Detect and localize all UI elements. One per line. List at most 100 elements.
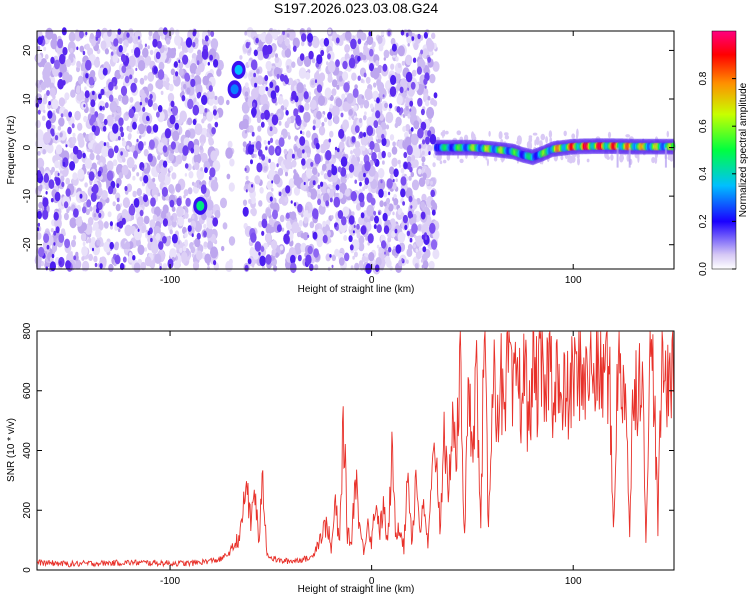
noise-speckle (403, 151, 408, 159)
noise-speckle (167, 172, 171, 177)
noise-speckle (354, 125, 360, 133)
noise-speckle (444, 130, 449, 135)
noise-speckle (348, 116, 352, 121)
noise-speckle (342, 60, 348, 70)
noise-speckle (172, 47, 177, 53)
noise-speckle (288, 29, 296, 41)
noise-speckle (90, 99, 96, 108)
noise-speckle (344, 30, 352, 41)
noise-speckle (42, 197, 49, 208)
noise-speckle (49, 261, 57, 272)
noise-speckle (36, 170, 42, 179)
noise-speckle (382, 160, 385, 165)
noise-speckle (337, 166, 342, 173)
noise-speckle (327, 169, 332, 178)
noise-speckle (257, 50, 265, 61)
y-tick-label: 10 (22, 93, 33, 105)
noise-speckle (245, 41, 250, 49)
noise-speckle (109, 100, 118, 113)
noise-speckle (263, 165, 268, 172)
noise-speckle (362, 186, 366, 191)
snr-y-label: SNR (10 * v/v) (6, 418, 17, 482)
noise-speckle (202, 75, 209, 86)
noise-speckle (367, 233, 374, 244)
noise-speckle (250, 59, 258, 71)
noise-speckle (181, 251, 188, 262)
noise-speckle (37, 109, 41, 115)
noise-speckle (128, 126, 133, 133)
x-tick-label: 100 (565, 275, 582, 286)
y-tick-label: 0 (22, 144, 33, 150)
noise-speckle (213, 260, 217, 266)
noise-speckle (303, 91, 309, 100)
noise-speckle (192, 30, 197, 37)
noise-speckle (279, 214, 285, 223)
noise-speckle (420, 108, 425, 116)
noise-speckle (37, 150, 41, 156)
noise-speckle (208, 137, 214, 146)
noise-speckle (182, 48, 185, 53)
noise-speckle (82, 206, 87, 214)
noise-speckle (185, 37, 193, 48)
spectrogram-x-label: Height of straight line (km) (298, 284, 415, 295)
noise-speckle (423, 32, 428, 39)
noise-speckle (261, 265, 265, 270)
noise-speckle (297, 203, 303, 213)
noise-speckle (152, 183, 157, 189)
noise-speckle (315, 142, 320, 150)
noise-speckle (293, 202, 297, 207)
noise-speckle (442, 130, 444, 139)
noise-speckle (170, 68, 176, 76)
noise-speckle (363, 99, 370, 109)
noise-speckle (244, 264, 249, 272)
noise-speckle (62, 231, 66, 237)
noise-speckle (152, 102, 158, 111)
noise-speckle (120, 131, 125, 138)
noise-speckle (292, 45, 297, 52)
noise-speckle (133, 77, 138, 84)
noise-speckle (607, 131, 612, 139)
noise-speckle (52, 250, 56, 254)
noise-speckle (141, 225, 146, 232)
noise-speckle (214, 121, 219, 128)
noise-speckle (314, 223, 320, 231)
noise-speckle (139, 209, 144, 217)
noise-speckle (261, 154, 266, 161)
noise-speckle (278, 120, 282, 126)
noise-speckle (207, 39, 211, 44)
noise-speckle (196, 232, 201, 240)
noise-speckle (265, 60, 272, 71)
noise-speckle (152, 38, 158, 48)
noise-speckle (164, 128, 172, 139)
noise-speckle (84, 90, 90, 99)
noise-speckle (425, 99, 430, 107)
noise-speckle (427, 96, 431, 101)
noise-speckle (312, 180, 316, 186)
noise-speckle (118, 45, 123, 53)
noise-speckle (208, 97, 214, 106)
noise-speckle (136, 188, 142, 197)
noise-speckle (212, 105, 217, 112)
noise-speckle (271, 180, 274, 184)
noise-speckle (251, 207, 257, 217)
noise-speckle (381, 133, 385, 140)
noise-speckle (242, 141, 247, 148)
noise-speckle (182, 145, 189, 156)
noise-speckle (51, 33, 58, 42)
noise-speckle (156, 111, 160, 118)
noise-speckle (256, 162, 263, 173)
noise-speckle (99, 123, 103, 128)
noise-speckle (170, 141, 176, 150)
noise-speckle (404, 224, 408, 231)
noise-speckle (222, 222, 228, 230)
noise-speckle (184, 239, 188, 245)
noise-speckle (413, 120, 420, 130)
noise-speckle (391, 157, 398, 167)
noise-speckle (359, 131, 364, 139)
colorbar: 0.0 0.2 0.4 0.6 0.8 Normalized spectral ampl… (698, 30, 749, 276)
noise-speckle (348, 163, 355, 173)
noise-speckle (281, 227, 285, 232)
noise-speckle (62, 161, 66, 167)
noise-speckle (77, 133, 84, 143)
noise-speckle (58, 117, 65, 127)
